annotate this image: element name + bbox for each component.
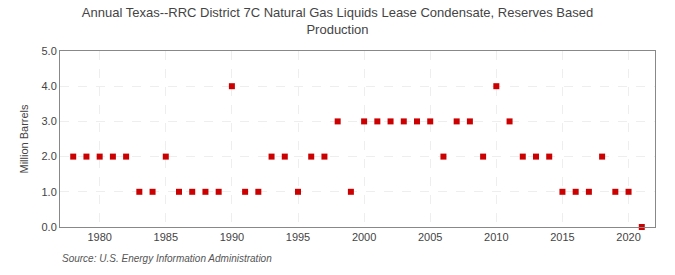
svg-text:2010: 2010 (484, 231, 508, 243)
svg-text:2005: 2005 (418, 231, 442, 243)
svg-text:Annual Texas--RRC District 7C: Annual Texas--RRC District 7C Natural Ga… (82, 5, 593, 37)
svg-text:1.0: 1.0 (42, 186, 57, 198)
svg-text:1980: 1980 (87, 231, 111, 243)
svg-text:2000: 2000 (352, 231, 376, 243)
svg-text:5.0: 5.0 (42, 45, 57, 57)
svg-text:4.0: 4.0 (42, 80, 57, 92)
svg-text:Million Barrels: Million Barrels (18, 104, 30, 174)
svg-text:2.0: 2.0 (42, 150, 57, 162)
svg-text:1990: 1990 (220, 231, 244, 243)
svg-text:1995: 1995 (286, 231, 310, 243)
svg-text:2020: 2020 (616, 231, 640, 243)
svg-text:2015: 2015 (550, 231, 574, 243)
svg-text:1985: 1985 (154, 231, 178, 243)
svg-text:Source: U.S. Energy Informatio: Source: U.S. Energy Information Administ… (62, 253, 272, 264)
svg-text:3.0: 3.0 (42, 115, 57, 127)
svg-text:0.0: 0.0 (42, 221, 57, 233)
